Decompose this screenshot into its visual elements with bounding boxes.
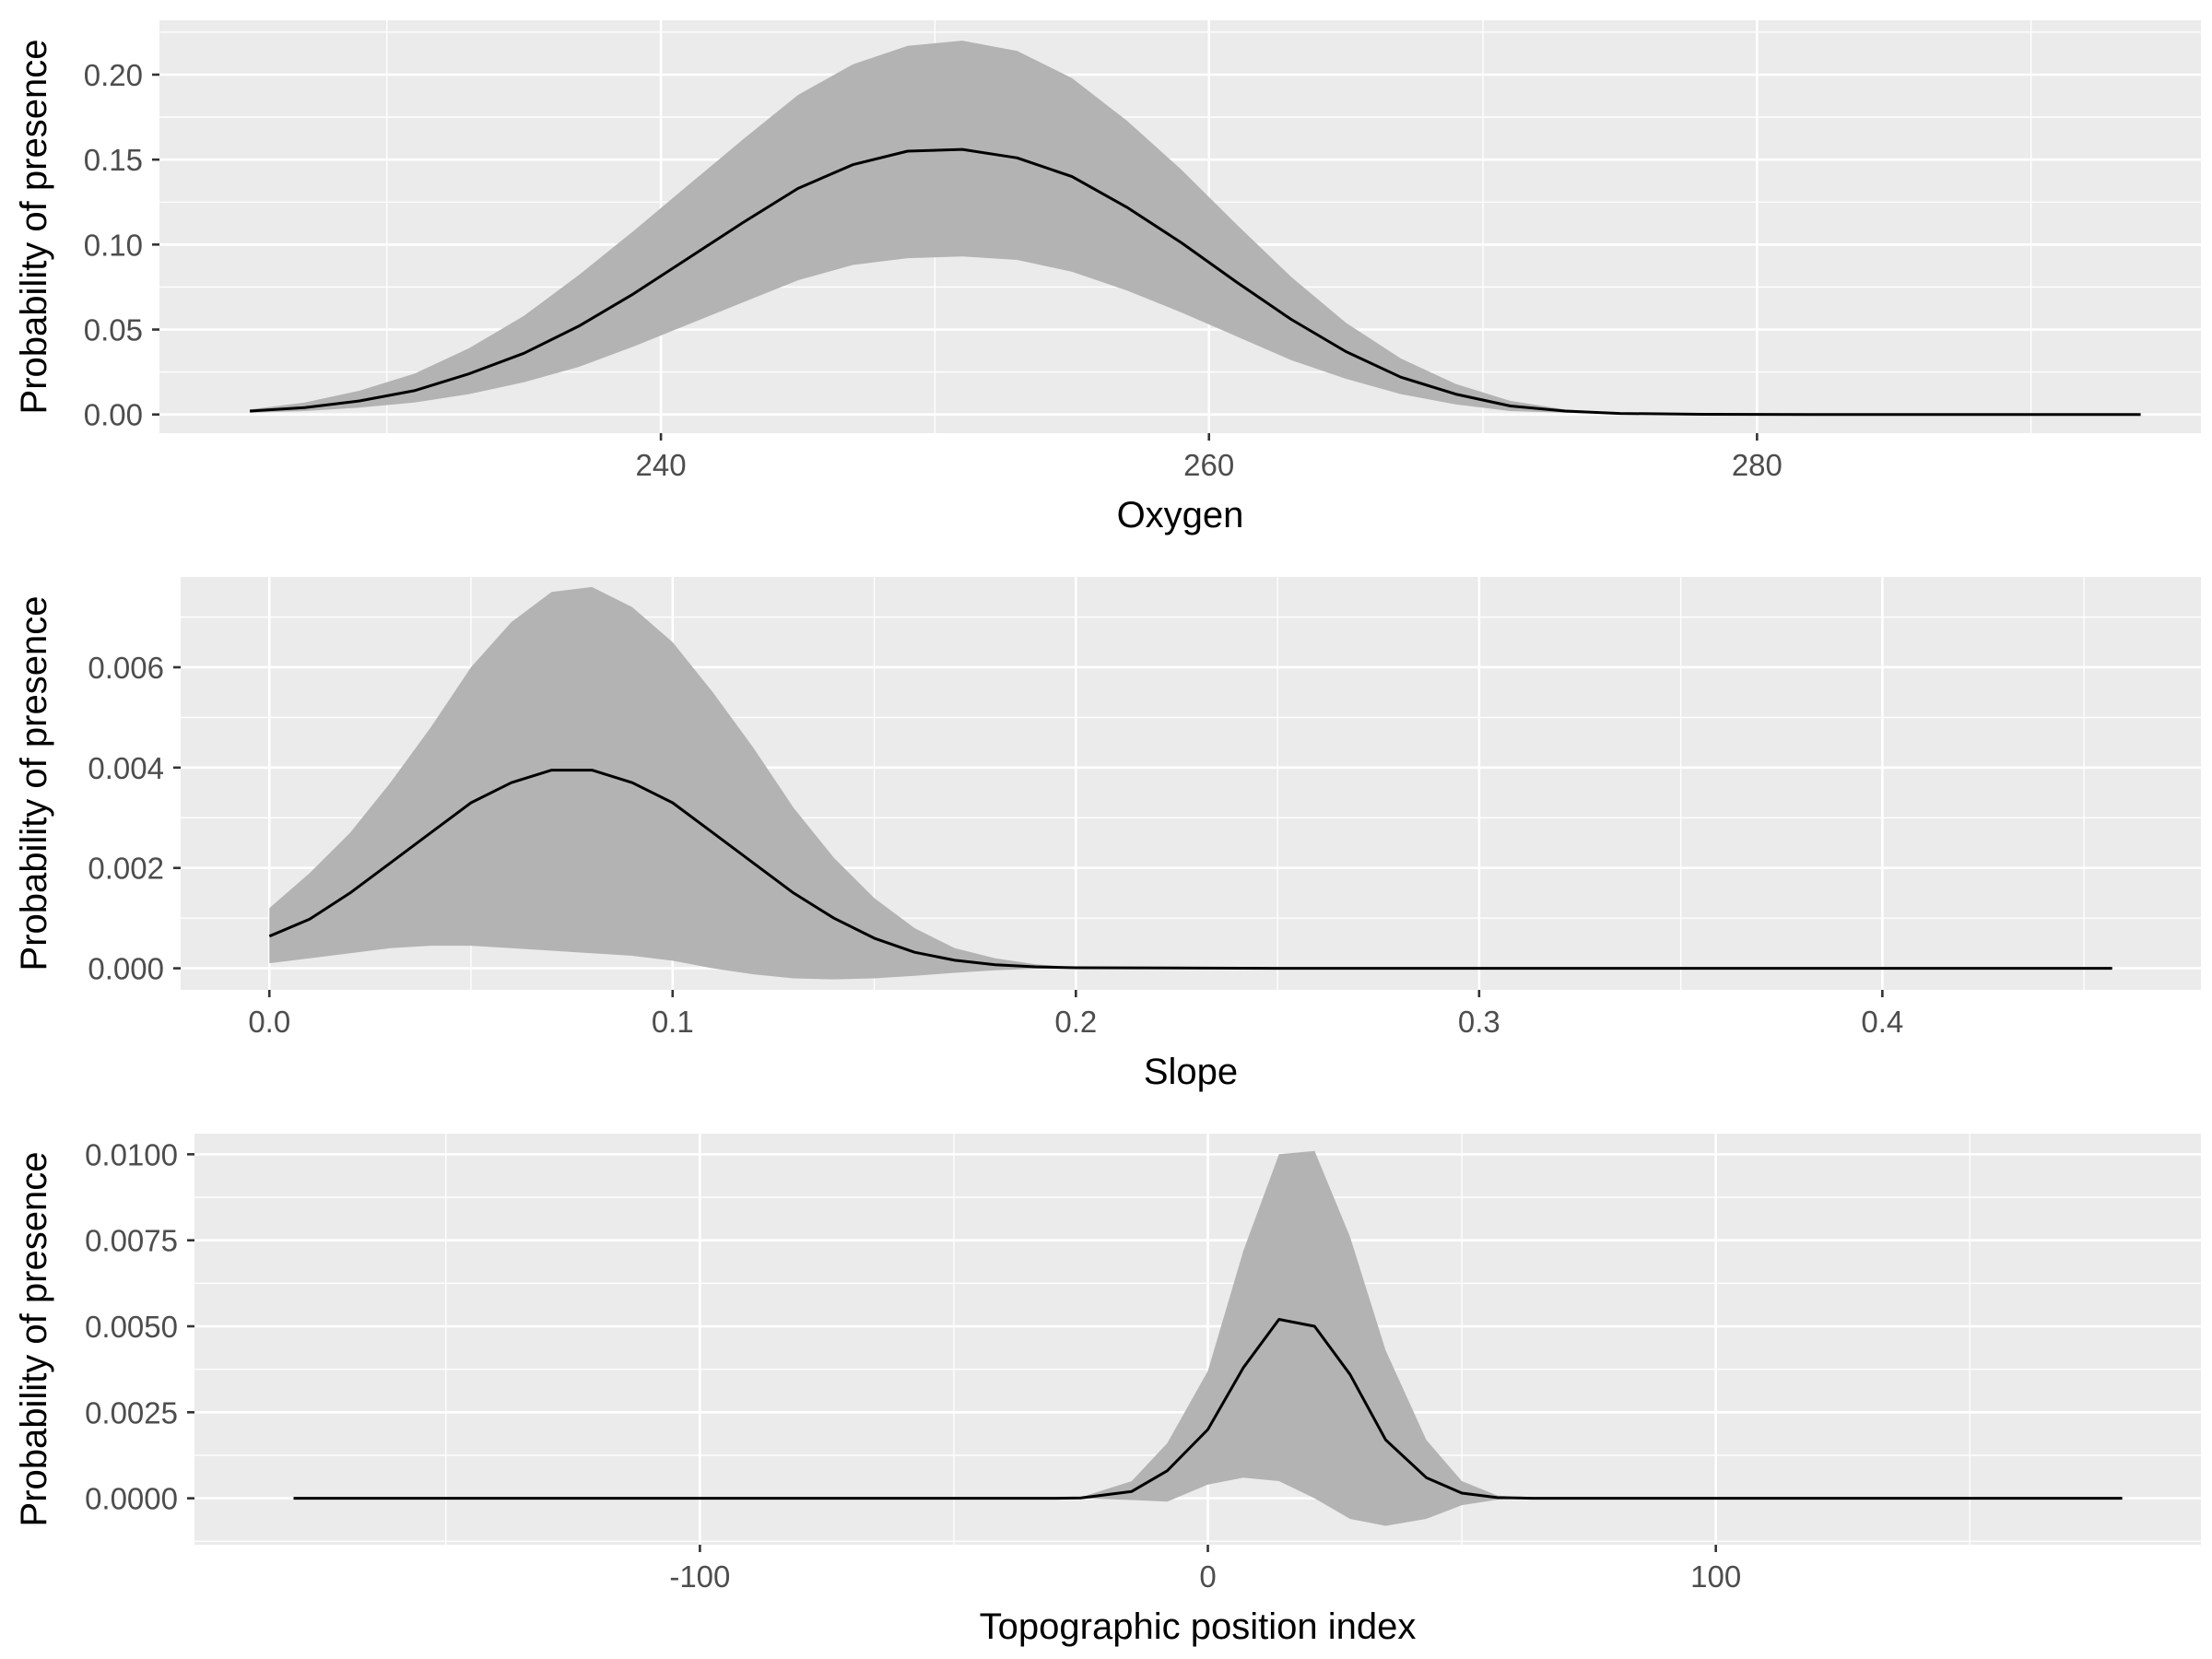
y-tick-label: 0.00 <box>84 398 143 432</box>
x-axis-title: Oxygen <box>1117 495 1244 535</box>
x-tick-label: 0.2 <box>1054 1005 1097 1039</box>
response-curve <box>268 769 2112 971</box>
x-tick-label: 0 <box>1199 1559 1216 1594</box>
x-tick-label: -100 <box>669 1559 730 1594</box>
x-tick-label: 0.3 <box>1458 1005 1500 1039</box>
response-curve <box>250 147 2141 417</box>
y-axis-title: Probability of presence <box>14 40 54 415</box>
confidence-band <box>269 586 2112 980</box>
response-curve <box>293 1318 2123 1500</box>
x-tick-label: 0.1 <box>652 1005 694 1039</box>
x-tick-label: 240 <box>636 448 687 482</box>
y-tick-label: 0.15 <box>84 143 143 177</box>
y-tick-label: 0.0025 <box>85 1395 178 1430</box>
x-tick-label: 100 <box>1690 1559 1741 1594</box>
y-tick-label: 0.0100 <box>85 1137 178 1171</box>
panel-2: 0.0 0.1 0.2 0.3 0.4 0.000 0.002 0.004 0.006 Slope… <box>14 577 2201 1092</box>
y-tick-label: 0.002 <box>88 852 164 886</box>
panel-3: -100 0 100 0.0000 0.0025 0.0050 0.0075 0.0100 To… <box>14 1134 2201 1647</box>
x-tick-label: 0.4 <box>1861 1005 1903 1039</box>
confidence-band <box>293 1150 2123 1526</box>
x-tick-label: 260 <box>1183 448 1234 482</box>
y-tick-label: 0.0075 <box>85 1224 178 1258</box>
y-tick-label: 0.000 <box>88 952 164 986</box>
y-tick-label: 0.10 <box>84 228 143 262</box>
y-tick-label: 0.05 <box>84 313 143 347</box>
y-tick-label: 0.006 <box>88 651 164 685</box>
x-axis-title: Topographic position index <box>980 1606 1417 1647</box>
x-tick-label: 0.0 <box>248 1005 290 1039</box>
x-tick-label: 280 <box>1732 448 1783 482</box>
panel-1: 240 260 280 0.00 0.05 0.10 0.15 0.20 Oxygen Proba… <box>14 20 2201 535</box>
y-tick-label: 0.0000 <box>85 1482 178 1516</box>
x-axis-title: Slope <box>1144 1052 1238 1092</box>
confidence-band <box>250 41 2141 415</box>
y-tick-label: 0.20 <box>84 58 143 92</box>
y-axis-title: Probability of presence <box>14 596 54 971</box>
y-tick-label: 0.004 <box>88 751 164 785</box>
y-axis-title: Probability of presence <box>14 1152 54 1527</box>
y-tick-label: 0.0050 <box>85 1310 178 1344</box>
